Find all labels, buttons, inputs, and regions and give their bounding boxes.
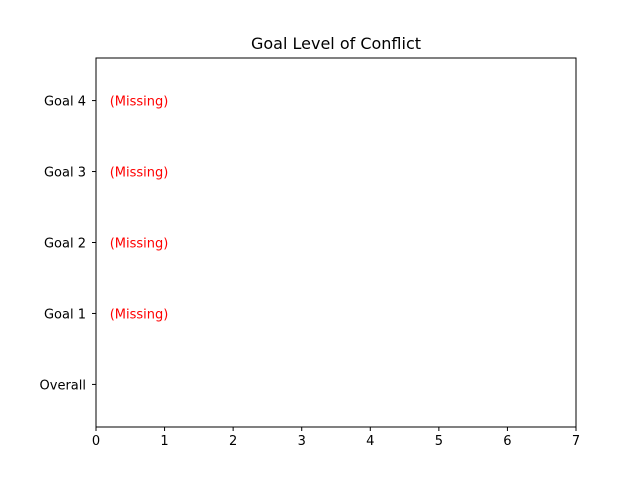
annotations: (Missing) (Missing) (Missing) (Missing): [110, 95, 169, 323]
x-tick-label: 4: [366, 434, 374, 449]
missing-annotation: (Missing): [110, 166, 169, 181]
y-tick-label: Goal 3: [44, 166, 86, 181]
x-tick-label: 7: [572, 434, 580, 449]
y-tick-label: Goal 4: [44, 95, 86, 110]
missing-annotation: (Missing): [110, 237, 169, 252]
chart-title: Goal Level of Conflict: [251, 34, 421, 53]
x-tick-label: 0: [92, 434, 100, 449]
y-tick-label: Goal 2: [44, 237, 86, 252]
missing-annotation: (Missing): [110, 307, 169, 322]
x-tick-label: 1: [160, 434, 168, 449]
missing-annotation: (Missing): [110, 95, 169, 110]
x-tick-label: 2: [229, 434, 237, 449]
y-tick-label: Overall: [40, 378, 86, 393]
y-axis: Overall Goal 1 Goal 2 Goal 3 Goal 4: [40, 95, 96, 393]
y-tick-label: Goal 1: [44, 307, 86, 322]
x-tick-label: 5: [435, 434, 443, 449]
x-tick-label: 6: [503, 434, 511, 449]
x-tick-label: 3: [298, 434, 306, 449]
x-axis: 0 1 2 3 4 5 6 7: [92, 427, 580, 449]
